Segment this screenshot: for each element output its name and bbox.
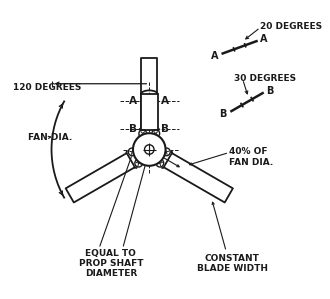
Text: 120 DEGREES: 120 DEGREES: [13, 83, 82, 92]
Circle shape: [145, 145, 154, 154]
Circle shape: [156, 159, 164, 167]
Text: B: B: [266, 86, 274, 96]
Text: B: B: [219, 109, 227, 119]
Circle shape: [139, 130, 147, 137]
Polygon shape: [164, 153, 233, 202]
Circle shape: [133, 133, 166, 166]
Circle shape: [128, 148, 136, 156]
Text: A: A: [129, 96, 137, 106]
Polygon shape: [141, 58, 157, 128]
Polygon shape: [66, 153, 135, 202]
Text: 40% OF
FAN DIA.: 40% OF FAN DIA.: [229, 147, 274, 167]
Text: CONSTANT
BLADE WIDTH: CONSTANT BLADE WIDTH: [197, 254, 268, 273]
Text: A: A: [211, 51, 218, 61]
Text: A: A: [260, 34, 268, 44]
Text: 30 DEGREES: 30 DEGREES: [234, 74, 296, 83]
Text: B: B: [129, 124, 137, 134]
Text: B: B: [161, 124, 169, 134]
Text: FAN DIA.: FAN DIA.: [28, 133, 72, 142]
Circle shape: [163, 148, 170, 156]
Text: A: A: [161, 96, 169, 106]
Text: EQUAL TO
PROP SHAFT
DIAMETER: EQUAL TO PROP SHAFT DIAMETER: [79, 249, 143, 278]
Polygon shape: [141, 94, 157, 130]
Text: 20 DEGREES: 20 DEGREES: [260, 22, 322, 31]
Circle shape: [135, 159, 143, 167]
Circle shape: [152, 130, 160, 137]
